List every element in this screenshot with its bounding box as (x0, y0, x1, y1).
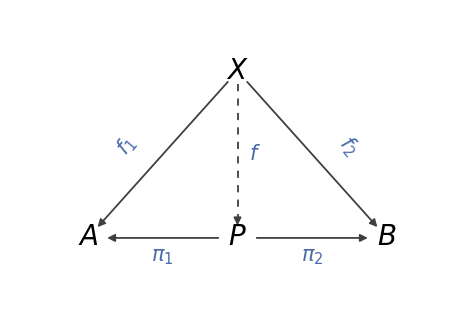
Text: $X$: $X$ (226, 57, 249, 85)
Text: $f_2$: $f_2$ (334, 132, 363, 160)
Text: $P$: $P$ (228, 224, 247, 252)
Text: $A$: $A$ (77, 224, 98, 252)
Text: $B$: $B$ (378, 224, 397, 252)
Text: $\pi_1$: $\pi_1$ (152, 248, 174, 267)
Text: $\pi_2$: $\pi_2$ (301, 248, 323, 267)
Text: $f_1$: $f_1$ (112, 132, 141, 160)
Text: $f$: $f$ (248, 145, 261, 164)
